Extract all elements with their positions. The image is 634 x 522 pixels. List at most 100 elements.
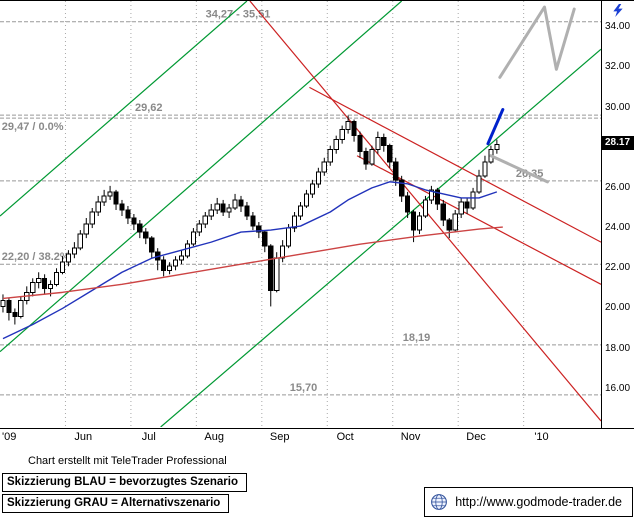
candle <box>434 189 440 205</box>
candle <box>333 139 339 151</box>
red-trendline <box>309 86 601 243</box>
candle <box>494 143 500 151</box>
candle <box>119 203 125 211</box>
teletrader-bolt-icon <box>603 3 632 17</box>
sketch-alternative-gray-target <box>498 5 576 79</box>
time-axis-label: '09 <box>2 431 17 443</box>
candle <box>208 209 214 217</box>
level-label: 29,62 <box>135 102 163 114</box>
candle <box>470 191 476 209</box>
candle <box>190 231 196 245</box>
scenario-legend: Skizzierung BLAU = bevorzugtes Szenario … <box>2 473 248 513</box>
time-axis-label: Aug <box>204 431 224 443</box>
candle <box>184 243 191 257</box>
candle <box>280 245 286 259</box>
price-tick-label: 16.00 <box>605 382 631 394</box>
candle <box>309 183 316 195</box>
candle <box>357 135 363 153</box>
globe-icon <box>430 493 448 511</box>
legend-blue-scenario: Skizzierung BLAU = bevorzugtes Szenario <box>2 473 248 492</box>
candle <box>107 191 113 197</box>
candle <box>166 265 173 271</box>
candle <box>65 253 72 263</box>
candle <box>83 223 89 235</box>
time-axis-label: Jul <box>141 431 156 443</box>
price-tick-label: 30.00 <box>605 101 631 113</box>
candle <box>214 203 220 211</box>
candle <box>458 201 464 215</box>
godmode-trader-link[interactable]: http://www.godmode-trader.de <box>424 487 633 517</box>
candle <box>428 189 435 201</box>
chart-footer: Chart erstellt mit TeleTrader Profession… <box>0 447 634 522</box>
level-label: 34,27 - 35,51 <box>206 9 271 21</box>
candle <box>291 215 298 229</box>
candle <box>71 247 77 255</box>
candle <box>363 151 369 165</box>
candle <box>256 225 262 233</box>
time-axis-label: Dec <box>466 431 486 443</box>
candle <box>12 311 18 317</box>
candle <box>262 231 268 247</box>
time-axis: '09 Jun Jul Aug Sep Oct Nov Dec '10 <box>0 428 634 448</box>
price-tick-label: 24.00 <box>605 222 631 234</box>
price-tick-label: 20.00 <box>605 302 631 314</box>
candle <box>178 255 185 261</box>
candle <box>268 245 274 291</box>
candle <box>47 283 54 289</box>
candle <box>399 179 405 197</box>
candle <box>131 217 137 225</box>
candle <box>327 149 333 163</box>
candle <box>446 219 452 231</box>
sketch-alternative-gray-pullback <box>489 154 549 184</box>
candle <box>476 175 482 193</box>
candle <box>238 199 244 207</box>
time-axis-label: '10 <box>534 431 549 443</box>
price-tick-label: 32.00 <box>605 61 631 73</box>
candle <box>345 121 351 131</box>
candle <box>161 259 167 271</box>
axis-separator <box>601 1 602 447</box>
candle <box>393 161 399 181</box>
candle <box>232 199 238 209</box>
candle <box>220 203 226 213</box>
candle <box>42 277 48 289</box>
candle <box>381 137 387 147</box>
candle <box>244 205 250 217</box>
ma-fast-blue <box>2 181 498 340</box>
candle <box>143 231 149 239</box>
candle <box>226 207 232 213</box>
legend-gray-scenario: Skizzierung GRAU = Alternativszenario <box>2 494 230 513</box>
chart-frame: 34,27 - 35,51 29,62 29,47 / 0.0% 26,35 22,20… <box>0 0 634 448</box>
candle <box>6 299 12 313</box>
price-tick-label: 18.00 <box>605 342 631 354</box>
candle <box>452 213 458 231</box>
candle <box>53 271 60 285</box>
time-axis-label: Nov <box>400 431 421 443</box>
green-trendline <box>160 48 601 427</box>
candle <box>59 261 66 273</box>
candle <box>405 195 411 213</box>
price-axis: 34.00 32.00 30.00 26.00 24.00 22.00 20.00 18.00… <box>602 1 634 427</box>
price-tick-label: 26.00 <box>605 181 631 193</box>
candle <box>18 299 24 317</box>
candle <box>422 199 429 217</box>
candle <box>440 203 446 221</box>
level-label: 15,70 <box>290 382 318 394</box>
candle <box>274 257 280 291</box>
level-label: 22,20 / 38.2% <box>2 251 70 263</box>
candle <box>89 211 95 225</box>
time-axis-label: Sep <box>269 431 290 443</box>
candle <box>30 281 36 293</box>
candle <box>95 201 101 213</box>
candle <box>387 145 393 163</box>
candle <box>482 161 488 177</box>
candle <box>101 195 107 203</box>
price-tick-label: 22.00 <box>605 262 631 274</box>
candle <box>297 205 304 217</box>
candle <box>149 237 155 253</box>
green-trendline <box>0 1 403 353</box>
level-label: 18,19 <box>403 332 431 344</box>
candle <box>315 171 321 185</box>
candle <box>369 149 375 165</box>
